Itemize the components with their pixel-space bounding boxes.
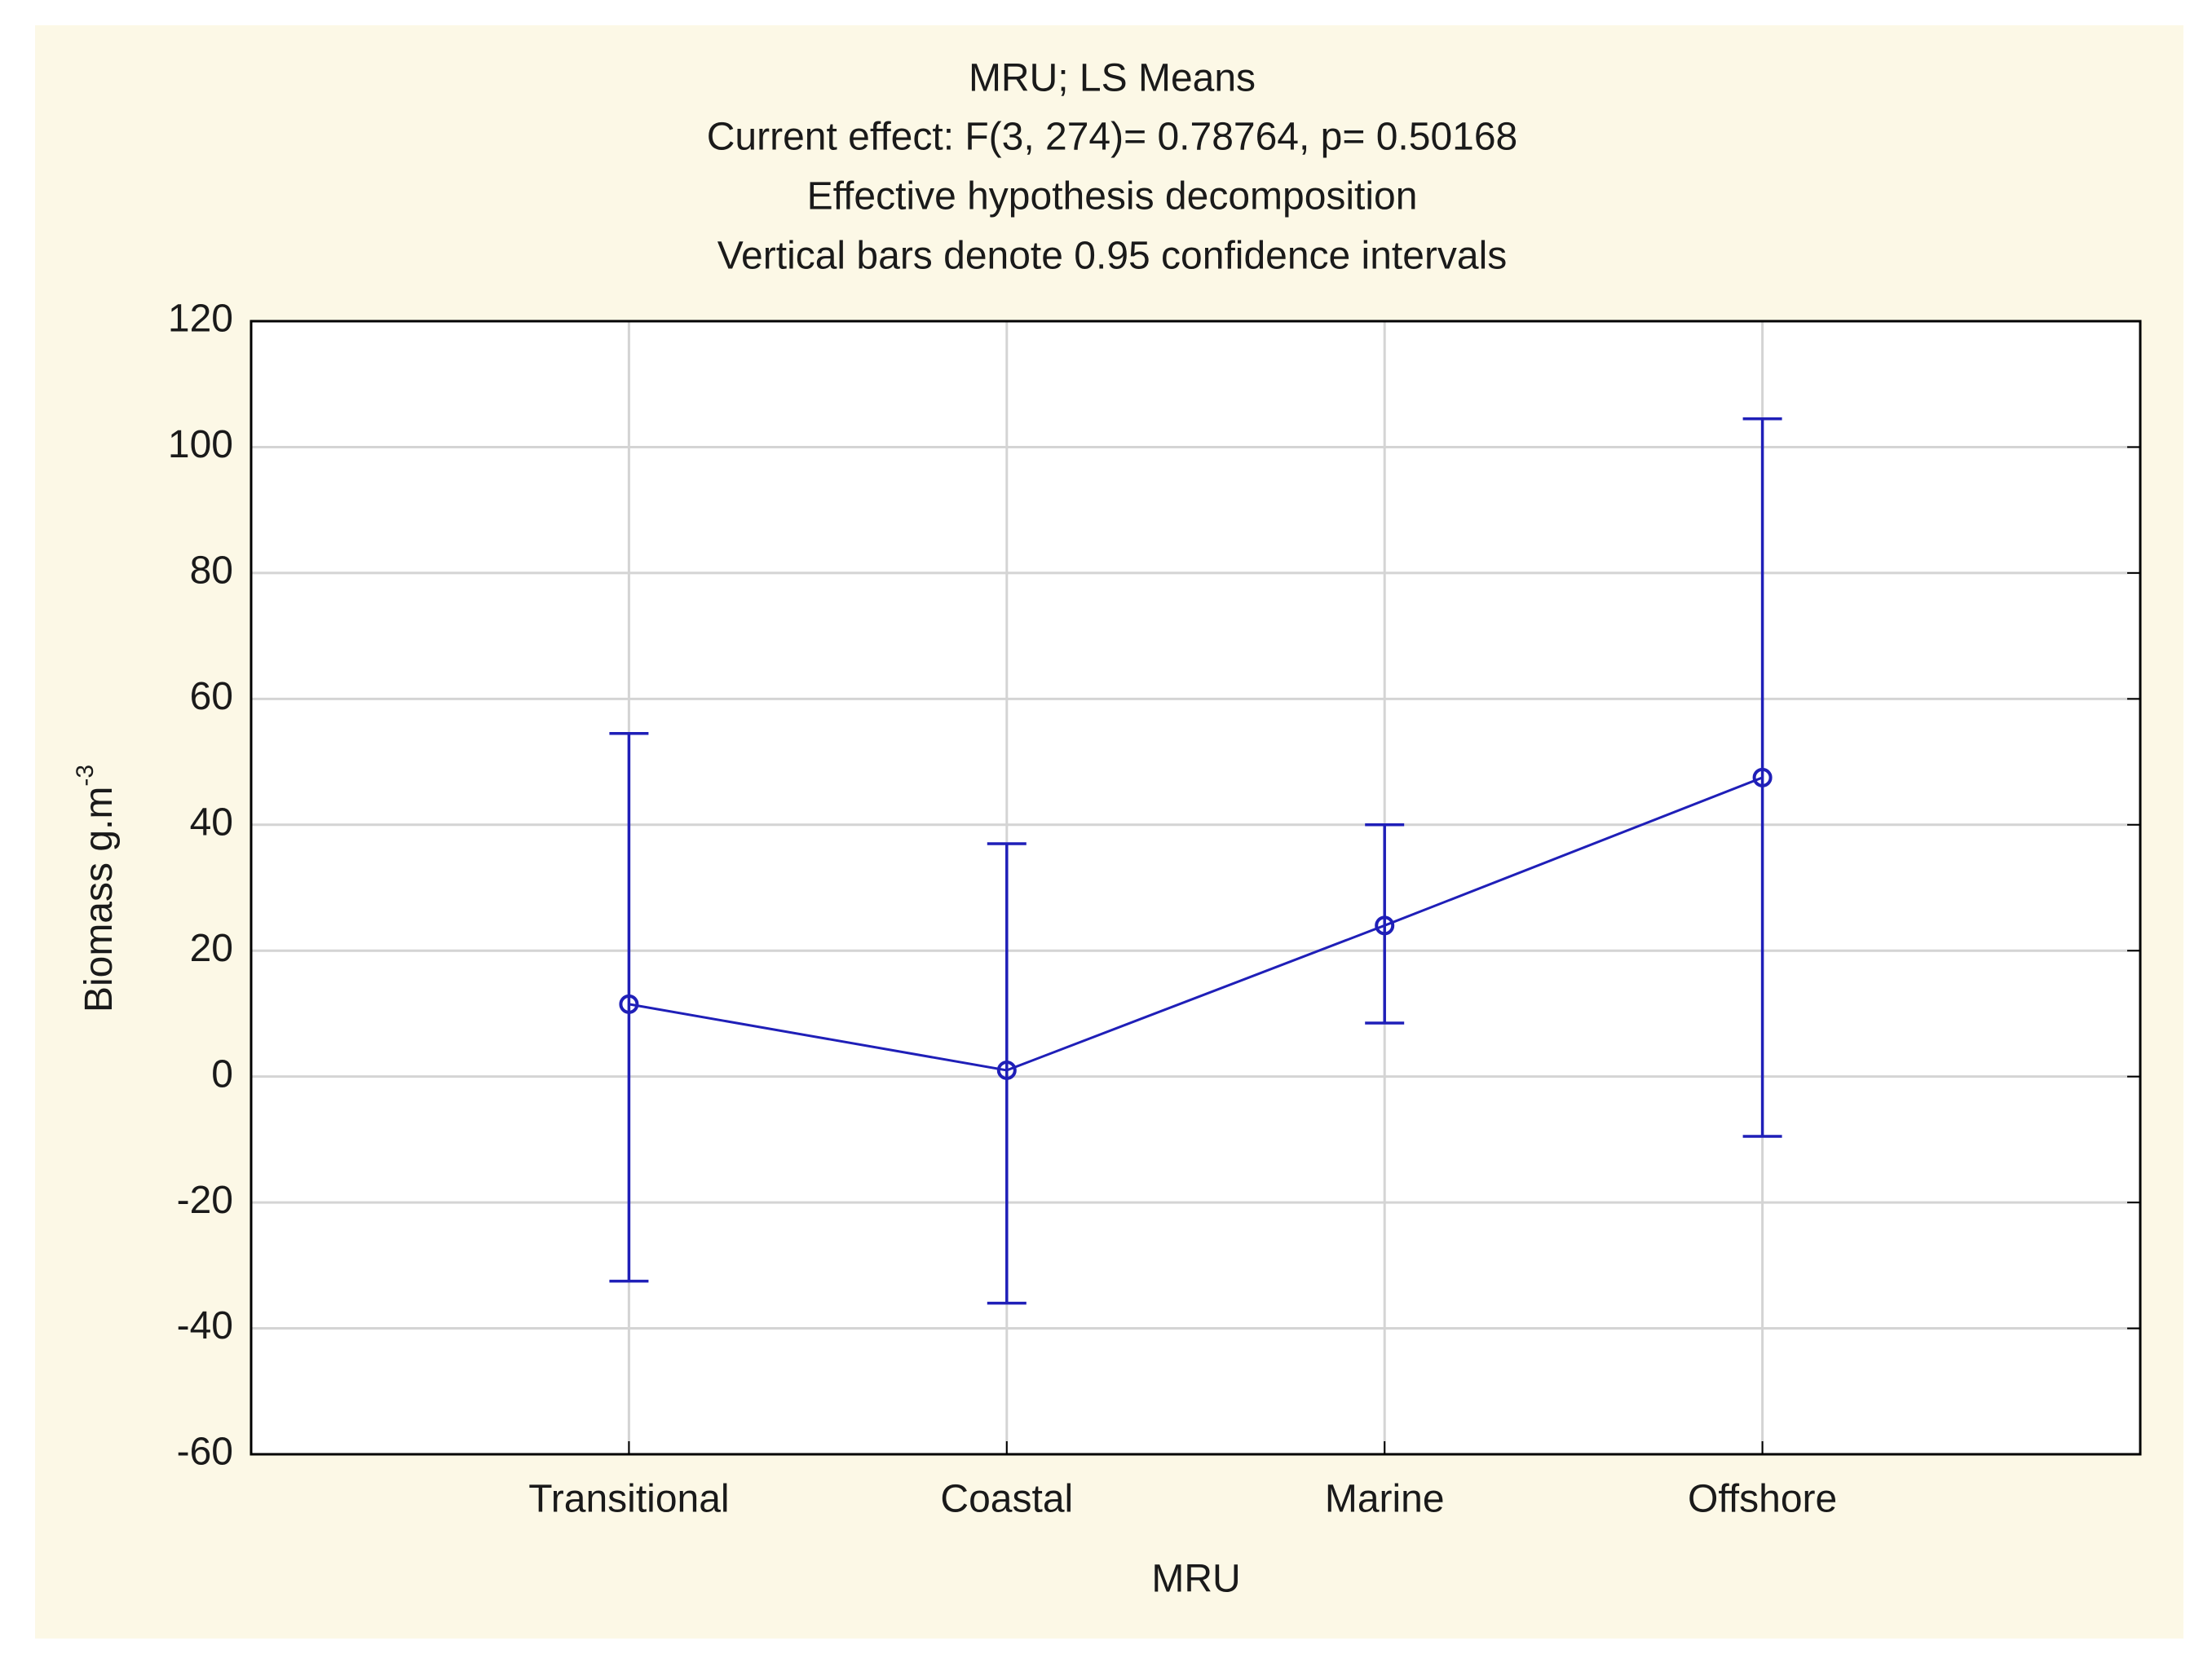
error-bar bbox=[1365, 823, 1405, 1025]
error-bar bbox=[609, 732, 649, 1283]
y-tick-label: -60 bbox=[177, 1431, 233, 1474]
chart-subtitle: Vertical bars denote 0.95 confidence int… bbox=[717, 235, 1508, 278]
chart-title: MRU; LS Means bbox=[969, 57, 1256, 100]
y-tick-label: 100 bbox=[168, 423, 233, 466]
y-axis-label: Biomass g.m-3 bbox=[72, 765, 121, 1012]
error-bar bbox=[987, 842, 1027, 1305]
y-tick-label: 40 bbox=[190, 801, 233, 844]
x-tick-label: Offshore bbox=[1688, 1478, 1837, 1521]
y-axis-label-sup: -3 bbox=[72, 765, 99, 787]
x-tick-label: Marine bbox=[1325, 1478, 1445, 1521]
data-point bbox=[1375, 915, 1395, 936]
plot-area bbox=[251, 321, 2140, 1454]
x-tick-label: Transitional bbox=[528, 1478, 729, 1521]
y-tick-label: 0 bbox=[211, 1052, 233, 1096]
chart-subtitle: Current effect: F(3, 274)= 0.78764, p= 0… bbox=[707, 116, 1517, 159]
y-axis-label-text: Biomass g.m bbox=[77, 787, 121, 1012]
y-tick-label: 20 bbox=[190, 927, 233, 970]
y-tick-label: -40 bbox=[177, 1304, 233, 1347]
data-point bbox=[996, 1060, 1017, 1080]
y-tick-label: -20 bbox=[177, 1179, 233, 1222]
data-point bbox=[1752, 767, 1773, 787]
chart-subtitle: Effective hypothesis decomposition bbox=[807, 175, 1418, 218]
x-tick-label: Coastal bbox=[940, 1478, 1073, 1521]
y-tick-label: 60 bbox=[190, 675, 233, 718]
x-axis-label: MRU bbox=[1151, 1558, 1240, 1601]
y-tick-label: 120 bbox=[168, 298, 233, 341]
y-tick-label: 80 bbox=[190, 549, 233, 593]
series-line bbox=[629, 776, 1764, 1072]
data-point bbox=[619, 994, 639, 1014]
plot-frame bbox=[249, 320, 2142, 1456]
